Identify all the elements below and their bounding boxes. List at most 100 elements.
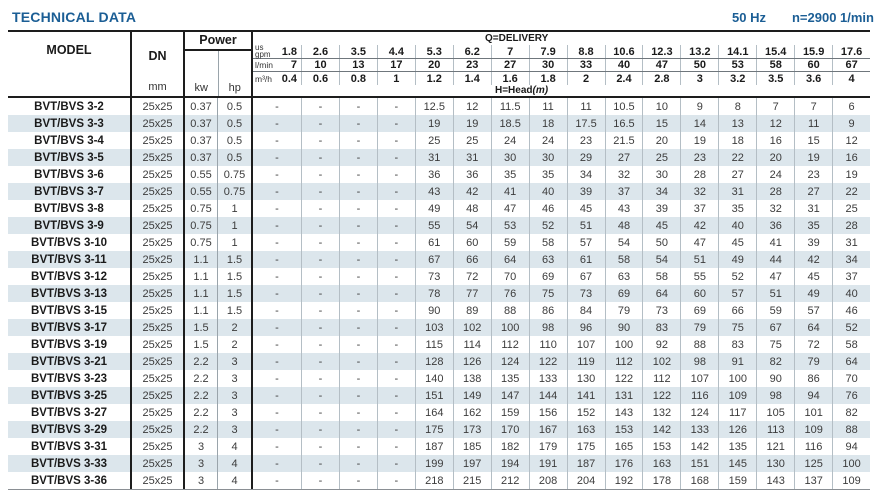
head-values: - - - -199 197 194 191 187 176 163 151 145 130 125 100: [253, 455, 870, 472]
head-cell: 173: [452, 421, 491, 438]
head-cell: -: [301, 387, 339, 404]
model-cell: BVT/BVS 3-19: [30, 338, 108, 351]
head-cell: -: [301, 404, 339, 421]
head-cell: 128: [414, 353, 453, 370]
head-cell: -: [376, 370, 415, 387]
hp-cell: 3: [218, 353, 253, 370]
head-cell: 178: [642, 472, 680, 489]
head-values: - - - -103 102 100 98 96 90 83 79 75 67 64 52: [253, 319, 870, 336]
hp-cell: 0.75: [218, 183, 253, 200]
head-cell: 43: [414, 183, 453, 200]
head-cell: 147: [490, 387, 529, 404]
head-cell: 45: [566, 200, 605, 217]
kw-cell: 0.55: [183, 183, 218, 200]
table-row: BVT/BVS 3-15 25x25 1.1 1.5- - - -90 89 88 86 84 79 7…: [8, 302, 870, 319]
head-cell: 39: [642, 200, 680, 217]
table-row: BVT/BVS 3-10 25x25 0.75 1- - - -61 60 59 58 57 54 50…: [8, 234, 870, 251]
kw-cell: 0.75: [183, 200, 218, 217]
head-cell: -: [275, 372, 279, 385]
hp-cell: 0.5: [218, 149, 253, 166]
model-cell: BVT/BVS 3-36: [30, 474, 108, 487]
hp-cell: 1: [218, 217, 253, 234]
kw-cell: 1.5: [183, 319, 218, 336]
head-cell: 116: [680, 387, 718, 404]
head-cell: -: [376, 217, 415, 234]
m3h-value-cell: 3.2: [718, 72, 756, 85]
head-cell: 48: [452, 200, 491, 217]
head-cell: 144: [528, 387, 567, 404]
head-cell: -: [275, 321, 279, 334]
hp-cell: 3: [218, 421, 253, 438]
head-cell: 31: [794, 200, 832, 217]
kw-cell: 1.1: [183, 285, 218, 302]
head-cell: 107: [566, 336, 605, 353]
dn-cell: 25x25: [130, 336, 183, 353]
head-cell: 13: [718, 115, 756, 132]
m3h-value-cell: 2: [566, 72, 605, 85]
technical-data-table: MODEL DN mm Power kw hp Q=DELIVERY us gpm…: [8, 30, 870, 490]
head-cell: 113: [756, 421, 794, 438]
head-cell: -: [376, 251, 415, 268]
head-cell: -: [338, 115, 377, 132]
head-label: H=Head(m): [253, 85, 870, 96]
head-cell: -: [338, 336, 377, 353]
dn-cell: 25x25: [130, 455, 183, 472]
head-cell: 133: [680, 421, 718, 438]
model-cell: BVT/BVS 3-15: [30, 304, 108, 317]
lmin-value-cell: 27: [490, 59, 529, 72]
head-cell: 75: [756, 336, 794, 353]
head-cell: 49: [414, 200, 453, 217]
head-cell: 83: [718, 336, 756, 353]
head-cell: 141: [566, 387, 605, 404]
head-cell: 98: [528, 319, 567, 336]
head-cell: 122: [604, 370, 643, 387]
head-cell: 191: [528, 455, 567, 472]
gpm-value-cell: 6.2: [452, 45, 491, 58]
head-cell: 76: [832, 387, 870, 404]
model-cell: BVT/BVS 3-3: [34, 117, 104, 130]
kw-cell: 2.2: [183, 387, 218, 404]
head-cell: -: [338, 319, 377, 336]
dn-cell: 25x25: [130, 234, 183, 251]
hp-cell: 4: [218, 438, 253, 455]
head-cell: 100: [832, 455, 870, 472]
head-cell: 67: [756, 319, 794, 336]
gpm-value-cell: 2.6: [301, 45, 339, 58]
head-cell: -: [376, 319, 415, 336]
head-cell: 40: [718, 217, 756, 234]
head-cell: 36: [452, 166, 491, 183]
head-cell: 67: [414, 251, 453, 268]
head-values: - - - -164 162 159 156 152 143 132 124 117 105 101 82: [253, 404, 870, 421]
head-cell: 163: [566, 421, 605, 438]
head-cell: 212: [490, 472, 529, 489]
q-delivery-label: Q=DELIVERY: [485, 33, 549, 44]
model-header-label: MODEL: [46, 43, 92, 57]
head-cell: 42: [680, 217, 718, 234]
page-title: TECHNICAL DATA: [12, 9, 137, 25]
head-cell: -: [376, 115, 415, 132]
head-cell: 7: [794, 98, 832, 115]
gpm-value-cell: 15.4: [756, 45, 794, 58]
head-cell: 122: [528, 353, 567, 370]
head-values: - - - -36 36 35 35 34 32 30 28 27 24 23 19: [253, 166, 870, 183]
head-cell: 143: [604, 404, 643, 421]
head-cell: -: [275, 338, 279, 351]
head-cell: 45: [794, 268, 832, 285]
gpm-value-cell: 7: [490, 45, 529, 58]
head-cell: -: [376, 302, 415, 319]
head-cell: -: [301, 115, 339, 132]
m3h-value-cell: 1.8: [528, 72, 567, 85]
head-cell: -: [301, 438, 339, 455]
head-cell: 72: [794, 336, 832, 353]
head-unit-label: (m): [532, 85, 549, 96]
head-cell: -: [338, 421, 377, 438]
power-units: kw hp: [185, 51, 251, 96]
dn-cell: 25x25: [130, 404, 183, 421]
head-cell: 54: [452, 217, 491, 234]
gpm-value-cell: 17.6: [832, 45, 870, 58]
head-cell: 35: [718, 200, 756, 217]
dn-cell: 25x25: [130, 472, 183, 489]
head-cell: 79: [794, 353, 832, 370]
hp-unit-label: hp: [228, 82, 241, 94]
gpm-value-cell: 5.3: [414, 45, 453, 58]
